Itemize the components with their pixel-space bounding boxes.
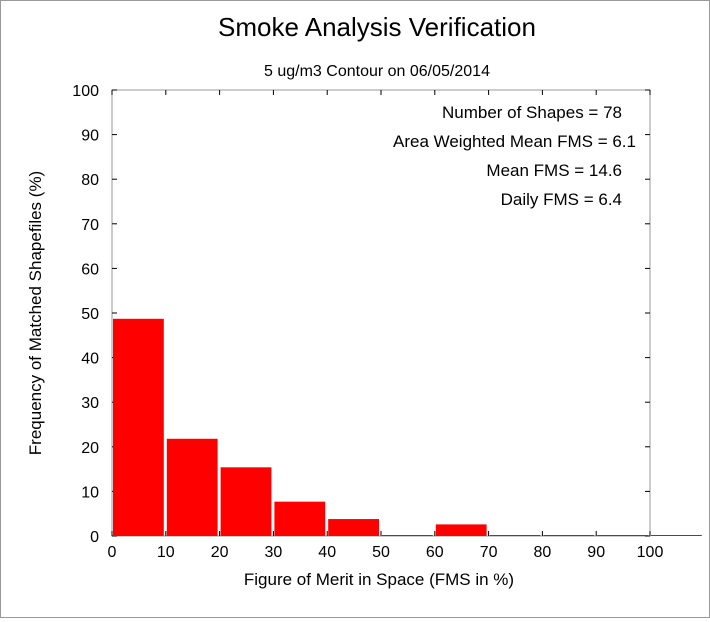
histogram-bars [113,318,702,536]
histogram-bar [113,318,164,536]
histogram-bar [435,524,487,536]
x-tick-label: 40 [318,544,336,561]
histogram-bar [382,535,433,536]
x-tick-label: 70 [480,544,498,561]
y-tick-label: 40 [81,351,99,368]
histogram-bar [166,438,218,536]
histogram-bar [489,535,541,536]
annotation-line: Daily FMS = 6.4 [501,190,622,209]
y-axis-label: Frequency of Matched Shapefiles (%) [26,171,45,455]
x-tick-label: 20 [211,544,229,561]
histogram-bar [220,467,272,536]
x-tick-label: 10 [157,544,175,561]
x-tick-label: 60 [426,544,444,561]
y-tick-label: 70 [81,217,99,234]
chart-title: Smoke Analysis Verification [218,12,536,42]
annotation-block: Number of Shapes = 78 Area Weighted Mean … [393,103,636,209]
y-tick-label: 50 [81,306,99,323]
y-tick-label: 80 [81,172,99,189]
histogram-bar [328,519,379,536]
chart-subtitle: 5 ug/m3 Contour on 06/05/2014 [264,63,490,80]
y-tick-label: 60 [81,261,99,278]
y-axis-ticks: 0 10 20 30 40 50 60 70 80 90 100 [72,83,650,546]
x-tick-label: 80 [534,544,552,561]
x-axis-ticks: 0 10 20 30 40 50 60 70 80 90 100 [108,90,664,561]
y-tick-label: 10 [81,484,99,501]
y-tick-label: 100 [72,83,99,100]
histogram-bar [651,535,702,536]
y-tick-label: 30 [81,395,99,412]
histogram-bar [597,535,648,536]
x-axis-label: Figure of Merit in Space (FMS in %) [244,570,514,589]
y-tick-label: 20 [81,440,99,457]
y-tick-label: 0 [90,529,99,546]
annotation-line: Mean FMS = 14.6 [486,161,622,180]
x-tick-label: 0 [108,544,117,561]
histogram-bar [543,535,595,536]
x-tick-label: 100 [637,544,664,561]
x-tick-label: 50 [372,544,390,561]
y-tick-label: 90 [81,128,99,145]
x-tick-label: 90 [587,544,605,561]
histogram-bar [274,501,326,536]
annotation-line: Number of Shapes = 78 [442,103,622,122]
x-tick-label: 30 [265,544,283,561]
annotation-line: Area Weighted Mean FMS = 6.1 [393,132,636,151]
